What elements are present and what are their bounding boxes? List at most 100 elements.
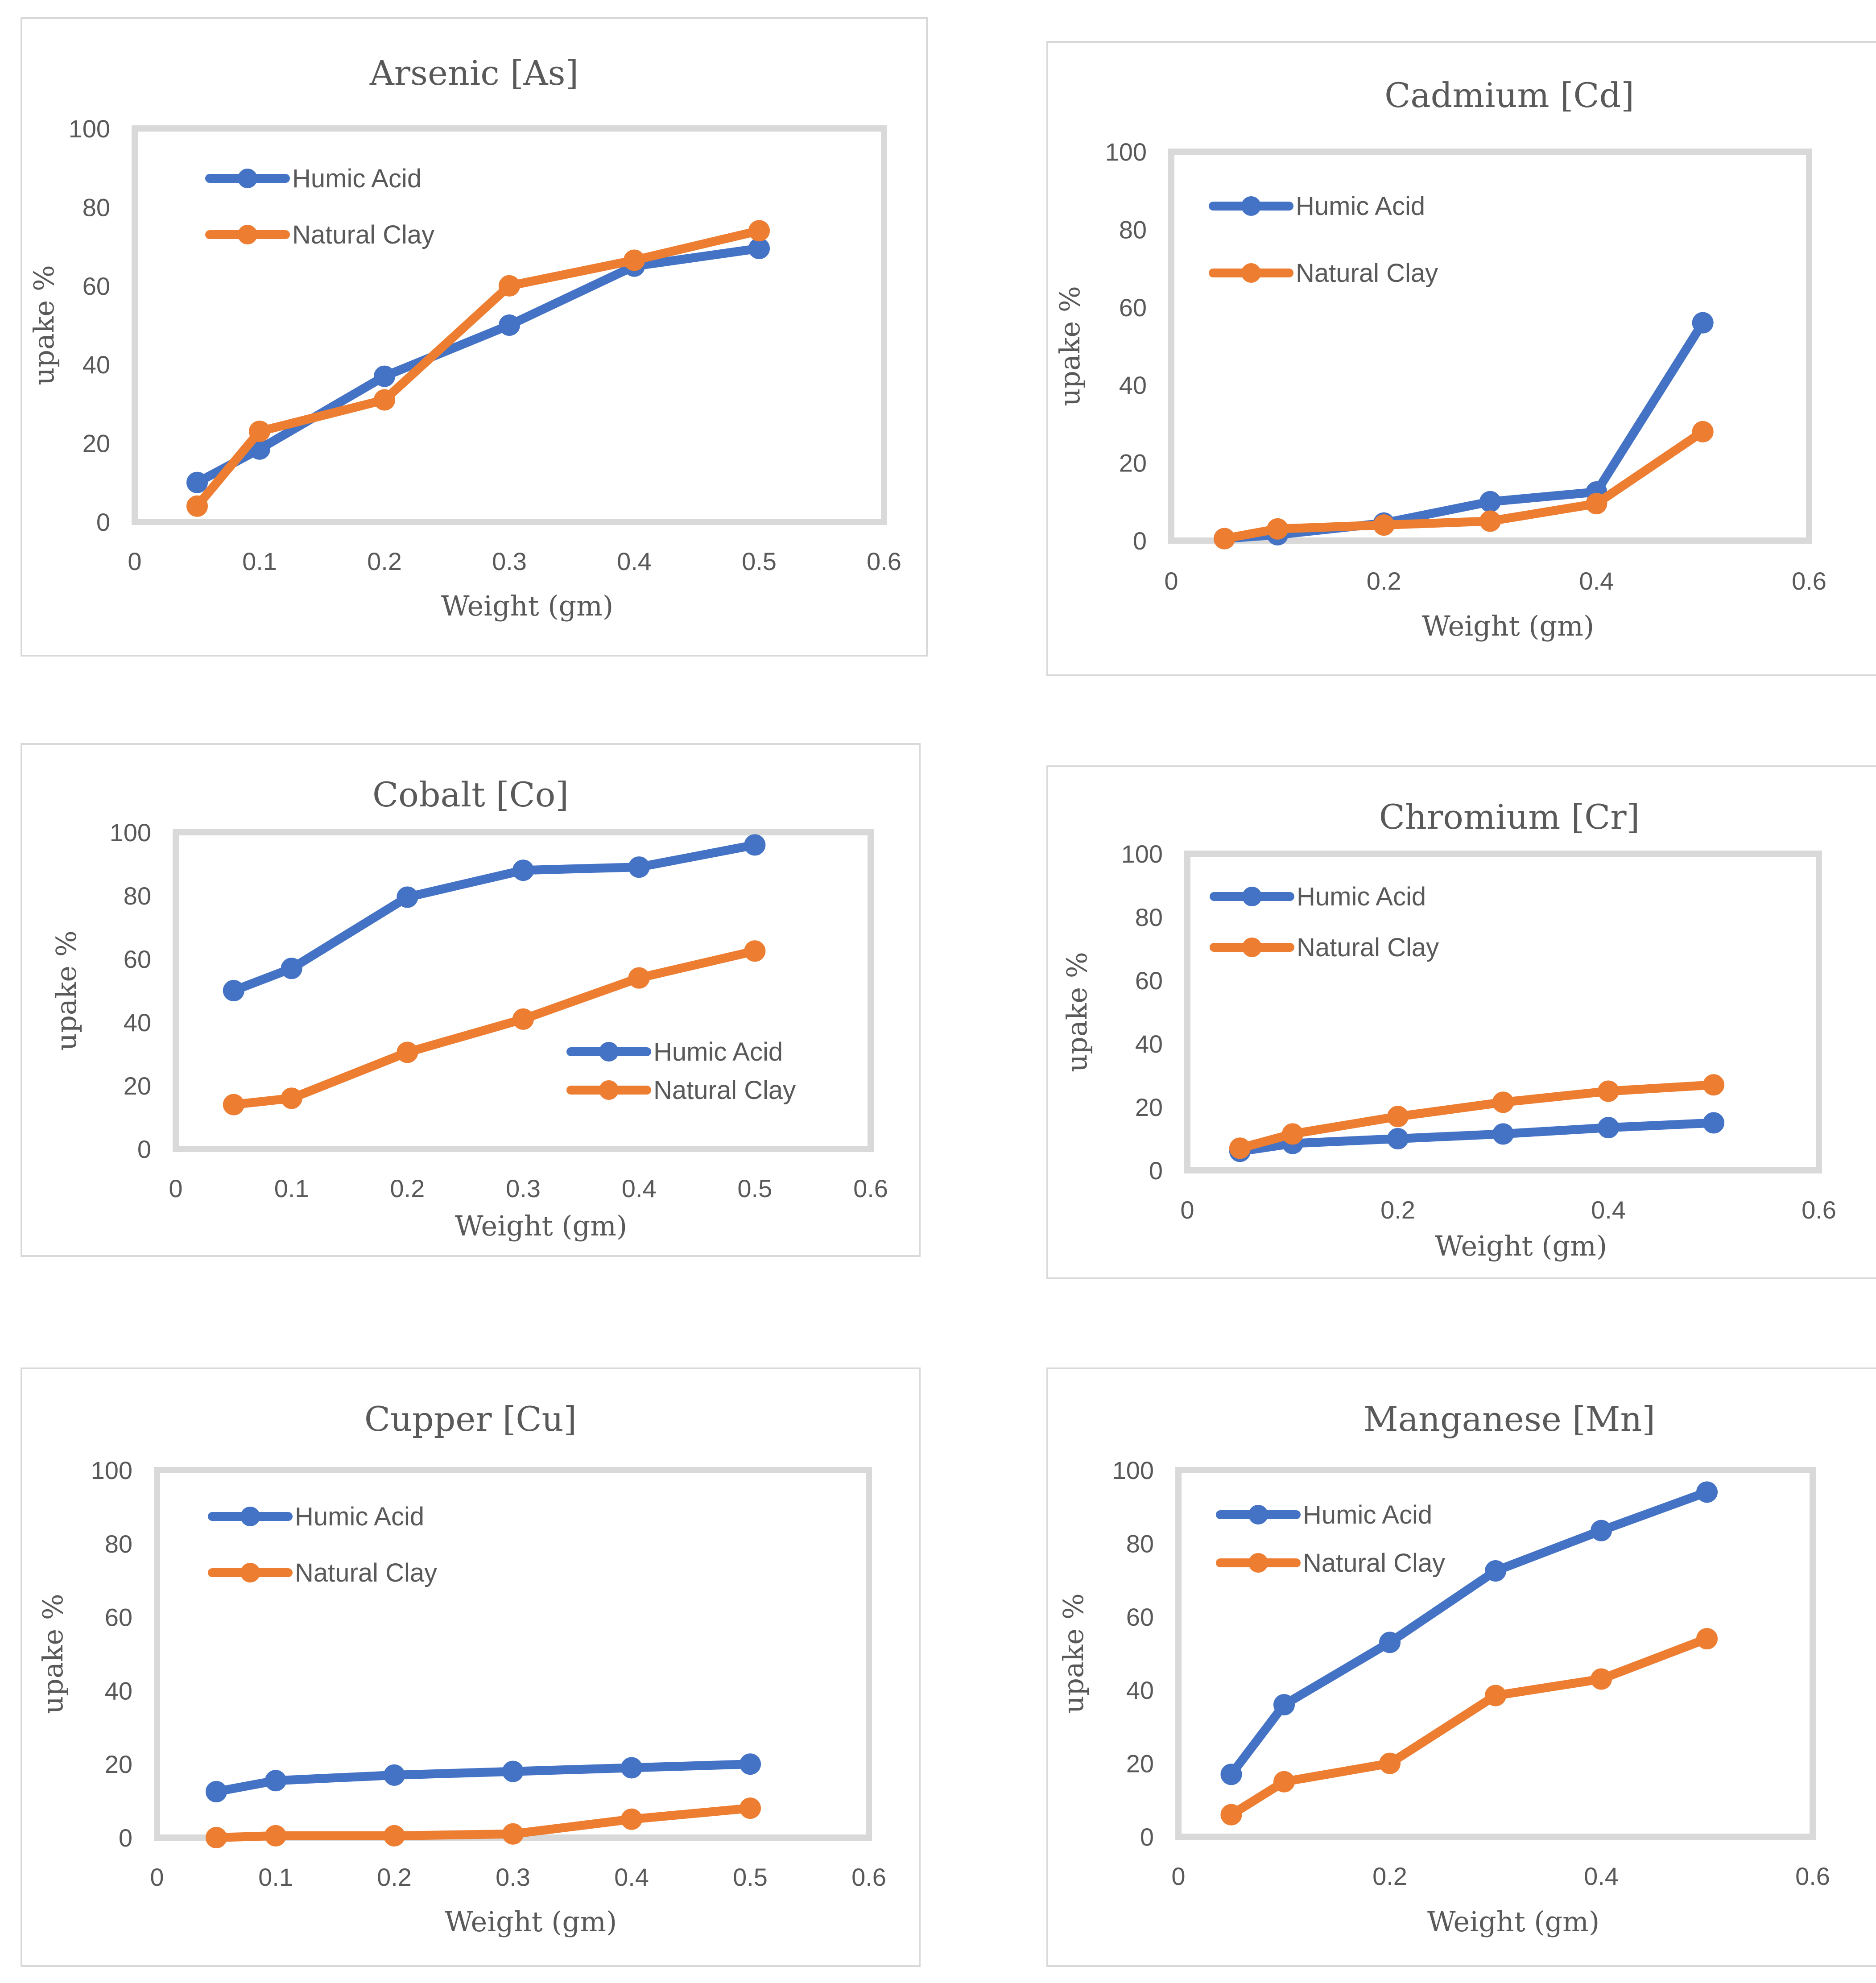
x-axis-title: Weight (gm) (1435, 1230, 1607, 1262)
x-tick-label: 0.4 (622, 1174, 657, 1202)
legend-label: Humic Acid (292, 164, 421, 193)
data-point (1586, 493, 1607, 515)
plot-area (1168, 149, 1812, 544)
y-tick-label: 100 (69, 115, 110, 143)
data-point (1220, 1764, 1242, 1785)
legend-swatch-marker (238, 225, 257, 244)
data-point (1492, 1091, 1514, 1113)
data-point (1692, 421, 1714, 442)
legend: Humic Acid Natural Clay (1209, 192, 1438, 288)
y-axis-title: upake % (37, 1594, 69, 1714)
data-point (740, 1753, 761, 1775)
data-point (223, 980, 244, 1001)
legend-label: Humic Acid (1297, 882, 1426, 911)
y-tick-label: 0 (1133, 527, 1147, 555)
y-tick-label: 40 (105, 1677, 132, 1705)
series-natural-clay (223, 940, 766, 1115)
y-tick-label: 20 (83, 430, 110, 458)
y-tick-label: 0 (96, 508, 110, 536)
data-point (1598, 1080, 1619, 1102)
x-tick-label: 0.4 (614, 1863, 649, 1891)
x-tick-label: 0.6 (851, 1863, 886, 1891)
y-tick-label: 100 (1112, 1456, 1154, 1484)
plot-area (1175, 1467, 1816, 1840)
x-tick-label: 0.3 (492, 547, 527, 575)
legend-swatch-marker (1241, 263, 1261, 283)
data-point (1267, 518, 1289, 540)
plot-area (173, 829, 874, 1152)
x-axis-title: Weight (gm) (455, 1210, 627, 1242)
data-point (499, 275, 520, 297)
legend-label: Natural Clay (1297, 933, 1439, 962)
x-tick-label: 0 (1180, 1196, 1194, 1224)
data-point (206, 1827, 227, 1848)
data-point (628, 967, 650, 989)
legend-label: Humic Acid (1303, 1500, 1432, 1529)
x-tick-label: 0.3 (496, 1863, 530, 1891)
legend: Humic Acid Natural Clay (208, 1502, 437, 1587)
data-point (249, 421, 270, 442)
data-point (1387, 1128, 1409, 1149)
legend-label: Humic Acid (295, 1502, 424, 1531)
legend-swatch-marker (1241, 196, 1261, 216)
y-tick-label: 60 (1126, 1603, 1154, 1631)
x-tick-label: 0.4 (1591, 1196, 1626, 1224)
y-tick-label: 20 (124, 1072, 151, 1100)
chart-title: Cobalt [Co] (372, 775, 569, 814)
y-tick-label: 40 (1135, 1030, 1163, 1058)
legend-swatch-marker (1242, 938, 1262, 957)
y-tick-label: 60 (1135, 967, 1163, 995)
x-tick-label: 0.4 (617, 547, 652, 575)
data-point (624, 249, 645, 271)
data-point (502, 1823, 524, 1845)
legend-swatch-marker (238, 169, 257, 188)
y-axis-title: upake % (1061, 952, 1093, 1072)
chart-title: Cadmium [Cd] (1384, 75, 1634, 115)
series-natural-clay (206, 1797, 761, 1848)
series-natural-clay (1220, 1628, 1718, 1826)
series-line (1227, 1487, 1711, 1779)
legend-label: Humic Acid (1296, 192, 1425, 221)
legend-label: Natural Clay (653, 1076, 796, 1105)
data-point (265, 1825, 286, 1847)
legend-swatch-marker (599, 1080, 619, 1100)
data-point (748, 238, 770, 260)
data-point (1214, 528, 1236, 549)
data-point (1492, 1123, 1514, 1145)
data-point (512, 859, 534, 881)
chart-panel-1: Arsenic [As] 0 20 40 60 80 100 0 0.1 0.2 0.3 0.4 0.5… (21, 17, 928, 657)
data-point (621, 1808, 642, 1830)
chart-panel-5: Cupper [Cu] 0 20 40 60 80 100 0 0.1 0.2 0.3 0.4 0.5 0… (21, 1367, 921, 1967)
y-tick-label: 0 (119, 1824, 132, 1852)
y-tick-label: 60 (124, 945, 151, 973)
data-point (384, 1764, 405, 1786)
x-axis-title: Weight (gm) (1427, 1905, 1599, 1938)
data-point (502, 1760, 524, 1782)
series-humic-acid (223, 834, 766, 1001)
data-point (1282, 1123, 1303, 1145)
y-tick-label: 40 (83, 351, 110, 379)
y-tick-label: 20 (1135, 1093, 1163, 1121)
data-point (1273, 1771, 1295, 1793)
x-tick-label: 0.1 (274, 1174, 309, 1202)
chart-frame (21, 743, 921, 1257)
data-point (186, 471, 208, 493)
x-tick-label: 0.6 (853, 1174, 888, 1202)
legend-swatch-marker (599, 1042, 619, 1062)
data-point (397, 1041, 418, 1063)
data-point (1598, 1117, 1619, 1139)
data-point (281, 1087, 302, 1109)
data-point (1485, 1560, 1506, 1582)
series-natural-clay (1214, 421, 1714, 549)
series-humic-acid (186, 238, 770, 493)
y-tick-label: 100 (110, 818, 151, 847)
legend-swatch-marker (240, 1563, 260, 1582)
x-tick-label: 0.2 (367, 547, 402, 575)
data-point (744, 834, 766, 856)
data-point (512, 1008, 534, 1030)
legend: Humic Acid Natural Clay (1216, 1500, 1445, 1578)
x-tick-label: 0 (1171, 1862, 1185, 1890)
y-tick-label: 20 (105, 1750, 132, 1778)
x-tick-label: 0.5 (742, 547, 777, 575)
series-natural-clay (1229, 1074, 1724, 1159)
